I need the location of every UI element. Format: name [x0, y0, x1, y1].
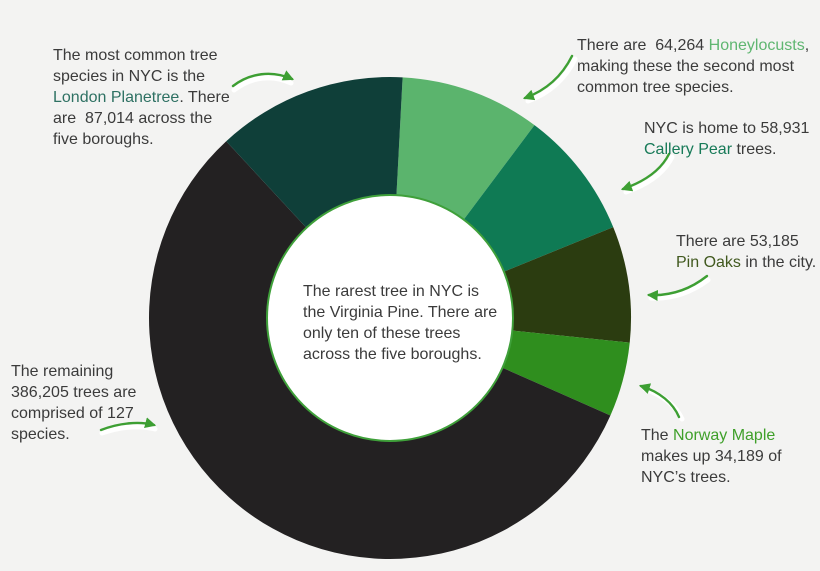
- annotation-london-planetree: The most common tree species in NYC is t…: [53, 45, 249, 150]
- arrow-london-planetree-icon: [231, 70, 295, 93]
- arrow-norway-maple-icon: [638, 383, 685, 422]
- center-note: The rarest tree in NYC is the Virginia P…: [303, 283, 498, 363]
- annotation-text: in the city.: [740, 254, 817, 271]
- donut-center-circle: [266, 194, 514, 442]
- annotation-text: , making these the second most common tr…: [577, 37, 810, 96]
- species-name: Callery Pear: [644, 141, 733, 158]
- species-name: Honeylocusts: [708, 37, 805, 54]
- arrow-honeylocust-icon: [522, 54, 578, 104]
- annotation-text: makes up 34,189 of NYC’s trees.: [641, 448, 782, 486]
- annotation-callery-pear: NYC is home to 58,931 Callery Pear trees…: [644, 118, 816, 160]
- annotation-text: The remaining 386,205 trees are comprise…: [11, 363, 137, 443]
- annotation-pin-oak: There are 53,185 Pin Oaks in the city.: [676, 231, 820, 273]
- annotation-norway-maple: The Norway Maple makes up 34,189 of NYC’…: [641, 425, 807, 488]
- arrow-pin-oak-icon: [646, 274, 711, 301]
- annotation-text: There are 53,185: [676, 233, 799, 250]
- annotation-text: There are 64,264: [577, 37, 709, 54]
- species-name: London Planetree: [53, 89, 180, 106]
- annotation-remaining-species: The remaining 386,205 trees are comprise…: [11, 361, 163, 445]
- arrow-remaining-species-icon: [99, 417, 158, 436]
- annotation-text: NYC is home to 58,931: [644, 120, 810, 137]
- arrow-callery-pear-icon: [620, 152, 675, 195]
- annotation-text: trees.: [732, 141, 777, 158]
- annotation-text: The: [641, 427, 674, 444]
- annotation-honeylocust: There are 64,264 Honeylocusts, making th…: [577, 35, 815, 98]
- species-name: Pin Oaks: [676, 254, 741, 271]
- annotation-text: . There are 87,014 across the five borou…: [53, 89, 230, 148]
- annotation-text: The most common tree species in NYC is t…: [53, 47, 218, 85]
- species-name: Norway Maple: [673, 427, 776, 444]
